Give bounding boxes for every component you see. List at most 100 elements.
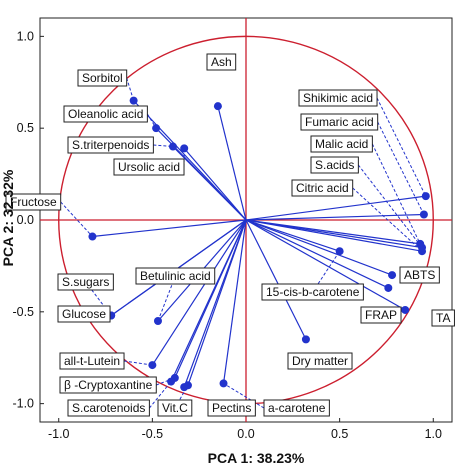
loading-vector	[245, 213, 424, 221]
variable-label-box	[360, 306, 402, 324]
variable-label: TA	[431, 309, 455, 327]
variable-label: Malic acid	[310, 135, 373, 153]
variable-label-box	[261, 283, 364, 301]
loading-point	[167, 377, 176, 386]
loading-point	[401, 305, 410, 314]
tick-labels: -1.0 -0.5 0.0 0.5 1.0 1.0 0.5 0.0 -0.5 -1.0	[12, 29, 442, 441]
variable-label: all-t-Lutein	[59, 352, 125, 370]
x-tick-label: -1.0	[48, 427, 70, 441]
variable-label-box	[67, 399, 150, 417]
variable-label-text: Dry matter	[292, 354, 348, 368]
variable-label: Fumaric acid	[300, 113, 379, 131]
label-leader-line	[157, 275, 176, 322]
loading-vector	[245, 219, 406, 311]
loading-vector	[245, 219, 340, 252]
variable-label-text: all-t-Lutein	[64, 354, 120, 368]
variable-label: Ash	[206, 53, 237, 71]
variable-label: S.triterpenoids	[67, 136, 154, 154]
loading-point	[180, 383, 189, 392]
variable-label-text: Fumaric acid	[305, 115, 374, 129]
variable-label-text: Oleanolic acid	[68, 107, 143, 121]
variable-label-box	[263, 399, 330, 417]
variable-label-box	[310, 135, 373, 153]
loading-point	[388, 271, 397, 280]
variable-label-box	[287, 352, 353, 370]
variable-label-text: Vit.C	[162, 401, 188, 415]
loading-point	[384, 283, 393, 292]
loading-point	[153, 317, 162, 325]
label-leader-line	[223, 383, 265, 409]
loading-vector	[217, 106, 247, 221]
variable-label: ABTS	[399, 266, 440, 284]
variable-label-box	[77, 69, 128, 87]
loading-point	[335, 247, 344, 256]
variable-label-text: ABTS	[404, 268, 435, 282]
variable-label-text: S.carotenoids	[72, 401, 145, 415]
y-tick-label: -0.5	[12, 305, 34, 319]
variable-label: Citric acid	[291, 179, 354, 197]
variable-label: Vit.C	[157, 399, 193, 417]
loading-point	[301, 335, 310, 344]
variable-label: S.acids	[310, 156, 359, 174]
variable-label-box	[310, 156, 359, 174]
variable-label-box	[57, 305, 111, 323]
y-tick-label: 0.0	[17, 213, 34, 227]
loading-vector	[151, 219, 247, 366]
variable-label-box	[300, 113, 379, 131]
variable-label-box	[59, 352, 125, 370]
loading-vector	[222, 219, 247, 384]
x-tick-label: 1.0	[425, 427, 442, 441]
label-leader-line	[60, 201, 93, 237]
variable-label: Pectins	[207, 399, 256, 417]
loading-point	[219, 379, 228, 388]
variable-label-box	[157, 399, 193, 417]
label-leader-line	[371, 143, 421, 245]
variable-label-text: FRAP	[365, 308, 397, 322]
variable-label: Glucose	[57, 305, 111, 323]
variable-label: a-carotene	[263, 399, 330, 417]
label-leader-line	[312, 250, 341, 293]
loading-point	[88, 232, 97, 241]
loading-point	[148, 361, 157, 370]
loading-vector	[183, 147, 247, 221]
loading-vector	[245, 219, 393, 276]
variable-label: Fructose	[5, 193, 62, 211]
loading-point	[213, 102, 222, 111]
loading-vector	[245, 219, 307, 340]
variable-label-text: S.triterpenoids	[72, 138, 149, 152]
loading-point	[419, 210, 428, 219]
variable-label: FRAP	[360, 306, 402, 324]
loading-vector	[245, 219, 389, 289]
label-leader-line	[126, 77, 135, 101]
variable-label: 15-cis-b-carotene	[261, 283, 364, 301]
variable-label-box	[298, 89, 378, 107]
variable-label: Shikimic acid	[298, 89, 378, 107]
variable-label-box	[5, 193, 62, 211]
variable-label: Ursolic acid	[113, 158, 185, 176]
label-leader-line	[357, 164, 423, 248]
loading-vector	[245, 195, 426, 221]
loading-point	[129, 96, 138, 105]
x-axis-title: PCA 1: 38.23%	[208, 450, 305, 466]
variable-label-box	[291, 179, 354, 197]
variable-label-box	[431, 309, 455, 327]
loading-point	[180, 144, 189, 153]
variable-label-text: Ursolic acid	[118, 160, 180, 174]
y-tick-label: -1.0	[12, 397, 34, 411]
variable-labels: Sorbitol Ash Oleanolic acid S.triterpenoids…	[5, 53, 455, 417]
variable-label: Oleanolic acid	[63, 105, 148, 123]
label-leader-line	[352, 187, 423, 252]
label-leader-line	[376, 97, 427, 197]
variable-label: S.carotenoids	[67, 399, 150, 417]
label-leader-line	[377, 121, 425, 215]
variable-label-text: β -Cryptoxantine	[64, 378, 153, 392]
variable-label-box	[399, 266, 440, 284]
variable-label-text: Betulinic acid	[140, 269, 211, 283]
variable-label-text: Shikimic acid	[303, 91, 373, 105]
variable-label-text: Glucose	[62, 307, 106, 321]
x-tick-label: 0.5	[331, 427, 348, 441]
variable-label: β -Cryptoxantine	[59, 376, 157, 394]
y-tick-label: 0.5	[17, 121, 34, 135]
loading-point	[152, 124, 161, 133]
